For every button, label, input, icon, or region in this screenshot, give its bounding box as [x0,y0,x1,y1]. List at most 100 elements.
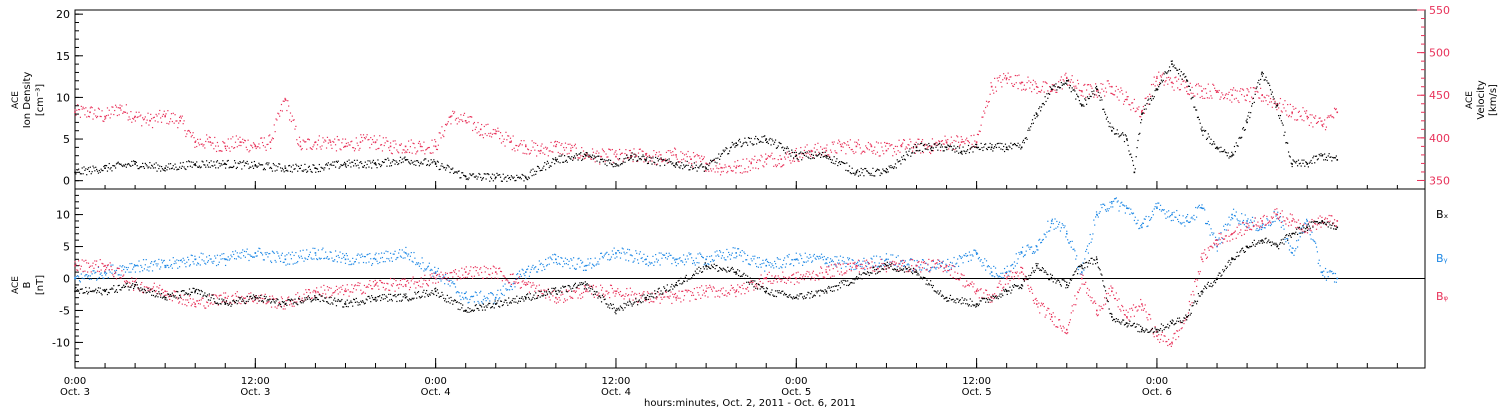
bz-series-sample [402,279,403,280]
bz-series-sample [458,276,459,277]
by-series-sample [1075,258,1076,259]
by-series-sample [188,259,189,260]
bz-series-sample [408,282,409,283]
by-series-sample [860,266,861,267]
velocity-series-sample [528,149,529,150]
density-series-sample [1179,69,1180,70]
by-series-sample [1167,216,1168,217]
by-series-sample [130,272,131,273]
velocity-series-sample [121,105,122,106]
velocity-series-sample [180,116,181,117]
velocity-series-sample [280,110,281,111]
density-series-sample [242,162,243,163]
by-series-sample [971,260,972,261]
by-series-sample [311,257,312,258]
by-series-sample [1193,215,1194,216]
velocity-series-sample [313,144,314,145]
density-series-sample [334,161,335,162]
velocity-series-sample [378,148,379,149]
by-series-sample [1128,208,1129,209]
by-series-sample [698,262,699,263]
velocity-series-sample [446,124,447,125]
density-series-sample [1034,115,1035,116]
velocity-series-sample [478,131,479,132]
density-series-point [1126,138,1128,140]
density-series-sample [100,172,101,173]
density-series-sample [446,167,447,168]
velocity-series-sample [734,161,735,162]
density-series-sample [622,163,623,164]
density-series-sample [145,163,146,164]
by-series-sample [125,271,126,272]
velocity-series-sample [898,150,899,151]
by-series-sample [898,255,899,256]
by-series-sample [249,254,250,255]
velocity-series-sample [290,112,291,113]
density-series-sample [624,162,625,163]
velocity-series-sample [682,153,683,154]
density-series-sample [751,138,752,139]
by-series-sample [129,263,130,264]
by-series-sample [930,269,931,270]
velocity-series-sample [147,113,148,114]
by-series-sample [303,250,304,251]
density-series-sample [908,151,909,152]
velocity-series-sample [1254,87,1255,88]
velocity-series-sample [1305,113,1306,114]
by-series-sample [1088,252,1089,253]
density-series-sample [306,172,307,173]
density-series-sample [130,166,131,167]
density-series-sample [794,152,795,153]
velocity-series-sample [1228,92,1229,93]
by-series-sample [160,266,161,267]
velocity-series-sample [1040,91,1041,92]
by-series-sample [908,264,909,265]
bz-series-sample [454,272,455,273]
density-series-sample [365,162,366,163]
by-series-sample [406,253,407,254]
by-series-sample [1062,223,1063,224]
bz-series-sample [163,292,164,293]
density-series-sample [822,152,823,153]
velocity-series-sample [592,148,593,149]
velocity-series-sample [165,113,166,114]
by-series-sample [1326,280,1327,281]
velocity-series-sample [737,160,738,161]
velocity-series-sample [614,154,615,155]
density-series-sample [403,158,404,159]
density-series-sample [995,144,996,145]
by-series-sample [232,251,233,252]
by-series-point [705,259,707,261]
velocity-series-sample [1307,118,1308,119]
velocity-series-sample [748,166,749,167]
density-series-sample [1099,95,1100,96]
velocity-series-point [735,167,737,169]
by-series-sample [990,273,991,274]
velocity-series-sample [1166,77,1167,78]
by-series-sample [862,261,863,262]
by-series-sample [960,256,961,257]
bz-series [74,208,1338,347]
bz-series-sample [345,288,346,289]
density-series-sample [1234,146,1235,147]
by-series-sample [1265,227,1266,228]
velocity-series-sample [447,123,448,124]
by-series-sample [625,259,626,260]
by-series-sample [1294,250,1295,251]
by-series-sample [1152,211,1153,212]
velocity-series-sample [1213,85,1214,86]
density-series-sample [862,172,863,173]
velocity-series-sample [127,113,128,114]
density-series-sample [778,145,779,146]
density-series-sample [483,177,484,178]
density-series-sample [522,175,523,176]
velocity-series-sample [1050,91,1051,92]
density-series-sample [889,166,890,167]
by-series-sample [700,254,701,255]
velocity-series-sample [392,153,393,154]
by-series-sample [1021,251,1022,252]
velocity-series-sample [422,146,423,147]
velocity-series-sample [1180,89,1181,90]
bz-series-sample [463,277,464,278]
